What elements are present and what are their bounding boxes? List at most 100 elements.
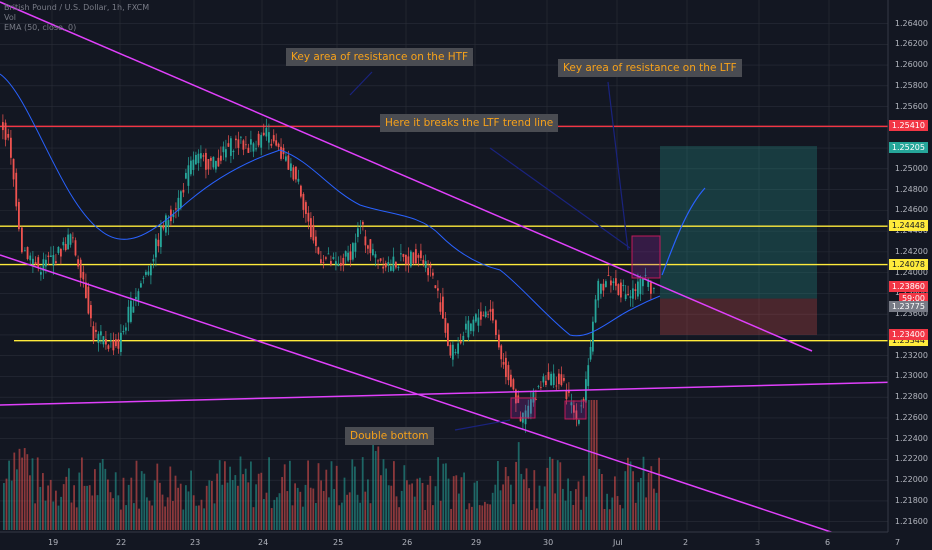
volume-bar — [68, 468, 70, 530]
candle-body — [227, 143, 230, 147]
volume-bar — [34, 503, 36, 530]
volume-bar — [595, 400, 598, 530]
price-tick-label: 1.25800 — [894, 80, 928, 90]
candle-body — [420, 250, 422, 259]
price-badge: 1.25205 — [888, 141, 928, 153]
candle-body — [387, 262, 390, 266]
candle-body — [417, 255, 420, 258]
volume-bar — [608, 509, 611, 530]
volume-bar — [221, 484, 224, 530]
candle-body — [437, 288, 439, 291]
volume-bar — [216, 473, 218, 530]
candle-body — [40, 271, 42, 275]
volume-bar — [647, 472, 650, 530]
candle-body — [444, 318, 447, 333]
trendline-neckline — [0, 381, 901, 406]
volume-bar — [182, 509, 185, 530]
candle-body — [232, 150, 235, 153]
volume-bar — [29, 475, 31, 530]
candle-body — [42, 259, 45, 271]
volume-bar — [629, 461, 632, 530]
volume-bar — [458, 493, 460, 530]
candle-body — [100, 331, 102, 336]
candle-body — [60, 248, 62, 257]
candle-body — [125, 327, 127, 331]
candle-body — [558, 373, 560, 385]
candle-body — [482, 315, 485, 317]
candle-body — [578, 419, 580, 424]
volume-bar — [247, 482, 250, 530]
volume-bar — [637, 482, 640, 530]
candle-body — [240, 136, 242, 138]
volume-bar — [218, 460, 221, 530]
candle-body — [120, 332, 122, 352]
candle-body — [312, 224, 315, 241]
annotation-ltf-trendline-break[interactable]: Here it breaks the LTF trend line — [380, 114, 559, 132]
candle-body — [287, 155, 290, 170]
annotation-ltf-resistance[interactable]: Key area of resistance on the LTF — [558, 59, 742, 77]
candle-body — [12, 158, 15, 180]
volume-bar — [551, 458, 554, 530]
volume-indicator-label[interactable]: Vol — [4, 13, 16, 22]
candle-body — [563, 378, 565, 381]
candle-body — [302, 194, 305, 210]
candle-body — [550, 373, 552, 386]
candle-body — [498, 334, 500, 348]
candle-body — [477, 317, 480, 326]
candle-body — [515, 389, 517, 404]
candle-body — [627, 294, 629, 296]
candle-body — [395, 261, 397, 268]
annotation-double-bottom[interactable]: Double bottom — [345, 427, 434, 445]
volume-bar — [528, 488, 530, 530]
symbol-title[interactable]: British Pound / U.S. Dollar, 1h, FXCM — [4, 3, 150, 12]
pointer-double-bottom — [454, 419, 511, 431]
candle-body — [442, 296, 444, 319]
ema-indicator-label[interactable]: EMA (50, close, 0) — [4, 23, 77, 32]
candle-body — [215, 160, 217, 170]
volume-bar — [593, 400, 595, 530]
volume-bar — [148, 500, 151, 530]
candle-body — [107, 345, 110, 349]
candle-body — [310, 218, 312, 238]
candle-body — [127, 306, 130, 323]
volume-bar — [445, 463, 447, 530]
volume-bar — [107, 479, 109, 530]
volume-bar — [99, 462, 101, 530]
volume-bar — [96, 495, 99, 530]
volume-bar — [265, 492, 268, 530]
price-tick-label: 1.23200 — [894, 350, 928, 360]
candle-body — [132, 306, 135, 313]
volume-bar — [159, 482, 161, 530]
level-badge: 1.25410 — [888, 120, 928, 132]
level-badge: 1.24448 — [888, 220, 928, 232]
candle-body — [484, 311, 487, 318]
candle-body — [180, 191, 182, 208]
candle-body — [457, 343, 459, 354]
candle-body — [57, 246, 60, 253]
volume-bar — [614, 476, 616, 530]
candle-body — [519, 416, 522, 422]
candle-body — [330, 261, 332, 265]
annotation-htf-resistance[interactable]: Key area of resistance on the HTF — [286, 48, 474, 66]
volume-bar — [538, 485, 541, 530]
take-profit-zone — [660, 146, 817, 299]
price-tick-label: 1.26200 — [894, 39, 928, 49]
volume-bar — [169, 466, 172, 530]
time-tick-label: 26 — [402, 538, 413, 547]
volume-bar — [255, 484, 257, 530]
candle-body — [332, 256, 335, 259]
volume-bar — [192, 495, 195, 530]
volume-bar — [634, 502, 637, 530]
candle-body — [145, 271, 147, 275]
candle-body — [37, 257, 40, 267]
volume-bar — [520, 473, 523, 530]
price-tick-label: 1.23600 — [894, 309, 928, 319]
volume-bar — [390, 485, 393, 530]
candle-body — [335, 261, 337, 265]
volume-bar — [361, 457, 364, 530]
candle-body — [629, 296, 632, 298]
volume-bar — [75, 507, 78, 530]
volume-bar — [239, 456, 242, 530]
volume-bar — [88, 485, 91, 530]
